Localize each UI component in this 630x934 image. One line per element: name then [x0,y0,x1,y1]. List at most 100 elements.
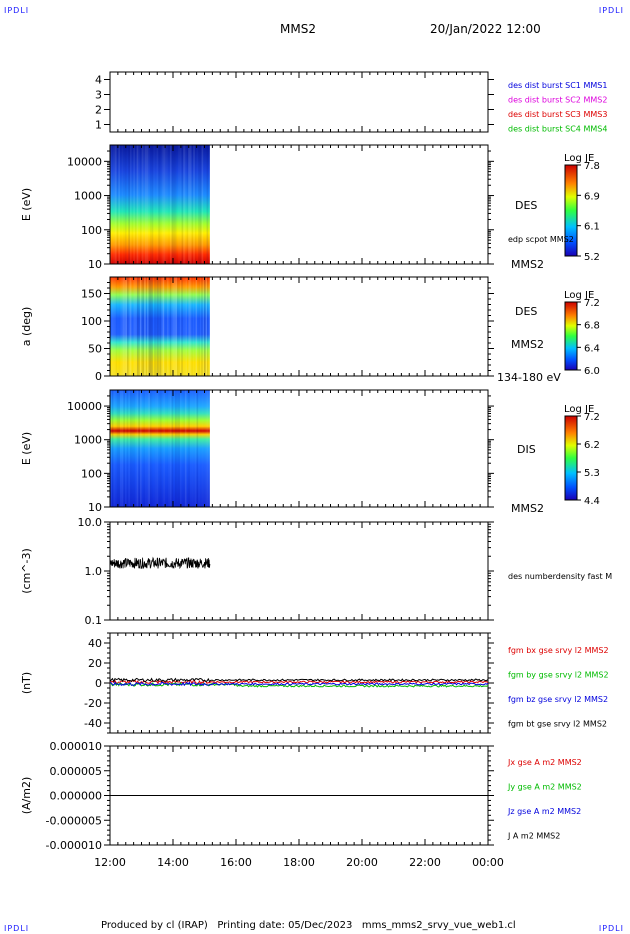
des-pitch-streak [188,277,190,376]
dis-energy-streak [128,390,130,507]
des-pitch-streak [151,277,153,376]
density-legend-entry: des numberdensity fast M [508,572,612,581]
des-pitch-streak [199,277,202,376]
des-energy-streak [141,145,144,264]
des_pitch-ytick-label: 0 [95,370,102,383]
density-series-line [109,556,211,570]
des_pitch-colorbar-label: 6.0 [584,366,600,377]
des_pitch-colorbar [564,301,578,371]
current-ytick-label: -0.000005 [46,814,102,827]
des-energy-streak [114,145,117,264]
des-pitch-streak [201,277,203,376]
des-pitch-streak [141,277,143,376]
des-energy-streak [163,145,165,264]
des-pitch-streak [159,277,162,376]
dis_energy-colorbar-title: Log JE [564,404,594,415]
des-pitch-streak [154,277,156,376]
dis-energy-streak [169,390,172,507]
des-energy-streak [110,145,112,264]
des-pitch-streak [205,277,208,376]
des_pitch-ylabel: a (deg) [20,307,33,347]
des-energy-streak [208,145,210,264]
des_energy-ytick-label: 10000 [67,155,102,168]
des-pitch-streak [177,277,179,376]
corner-label-top-left: IPDLI [4,6,30,15]
des-pitch-streak [204,277,206,376]
density-ytick-label: 0.1 [85,614,103,627]
des-energy-streak [136,145,139,264]
dis-energy-streak [147,390,149,507]
des-pitch-streak [139,277,142,376]
current-legend-entry: Jz gse A m2 MMS2 [507,807,581,816]
burst-legend-entry: des dist burst SC4 MMS4 [508,125,607,134]
des-energy-streak [199,145,202,264]
dis_energy-ytick-label: 100 [81,467,102,480]
des-pitch-streak [125,277,128,376]
des-energy-streak [203,145,205,264]
des-energy-streak [198,145,200,264]
corner-label-top-right: IPDLI [598,6,624,15]
des-energy-streak [120,145,122,264]
des-pitch-streak [121,277,123,376]
dis-energy-streak [162,390,164,507]
edp-scpot-label: edp scpot MMS2 [508,235,574,244]
des-energy-streak [179,145,182,264]
des-energy-streak [153,145,155,264]
des-pitch-streak [175,277,178,376]
des-pitch-streak [124,277,126,376]
dis-energy-mission-label: MMS2 [511,502,544,515]
dis-energy-streak [198,390,200,507]
des-pitch-streak [155,277,158,376]
dis-energy-streak [200,390,202,507]
dis_energy-ylabel: E (eV) [20,432,33,465]
des-energy-streak [205,145,207,264]
des-pitch-streak [194,277,195,376]
des-pitch-streak [162,277,165,376]
mission-title: MMS2 [280,22,316,36]
des-pitch-streak [207,277,209,376]
current-ytick-label: 0.000005 [50,765,103,778]
dis-energy-streak [196,390,199,507]
des-pitch-streak [166,277,167,376]
des_pitch-colorbar-label: 6.4 [584,343,600,354]
corner-label-bottom-right: IPDLI [598,924,624,933]
dis_energy-ytick-label: 1000 [74,434,102,447]
des-pitch-streak [147,277,149,376]
des-energy-streak [124,145,127,264]
des-pitch-streak [149,277,152,376]
bfield-legend-entry: fgm by gse srvy l2 MMS2 [508,671,609,680]
des-pitch-streak [132,277,135,376]
des-pitch-streak [187,277,188,376]
dis_energy-colorbar-label: 5.3 [584,468,600,479]
dis-energy-streak [163,390,165,507]
des-pitch-streak [168,277,169,376]
dis-energy-streak [178,390,180,507]
bfield-legend-entry: fgm bx gse srvy l2 MMS2 [508,646,609,655]
dis-energy-heatmap [110,390,210,507]
des-energy-streak [191,145,194,264]
des-energy-streak [132,145,134,264]
dis-energy-streak [156,390,159,507]
dis-energy-streak [136,390,139,507]
current-ytick-label: 0.000010 [50,740,103,753]
des-pitch-streak [202,277,205,376]
des-pitch-energy-range: 134-180 eV [497,371,561,384]
des-pitch-streak [142,277,145,376]
des_energy-colorbar-label: 6.1 [584,222,600,233]
dis-energy-label: DIS [517,443,536,456]
corner-label-bottom-left: IPDLI [4,924,30,933]
des-pitch-streak [158,277,160,376]
des-energy-streak [181,145,184,264]
des-pitch-streak [138,277,140,376]
des-energy-streak [133,145,135,264]
des-pitch-streak [134,277,136,376]
des-energy-streak [168,145,170,264]
des-pitch-streak [174,277,176,376]
dis-energy-streak [183,390,185,507]
des_pitch-colorbar-label: 7.2 [584,298,600,309]
des-energy-streak [148,145,150,264]
des-energy-streak [149,145,152,264]
des-energy-streak [167,145,169,264]
dis_energy-colorbar [564,415,578,501]
des_energy-colorbar-title: Log JE [564,153,594,164]
